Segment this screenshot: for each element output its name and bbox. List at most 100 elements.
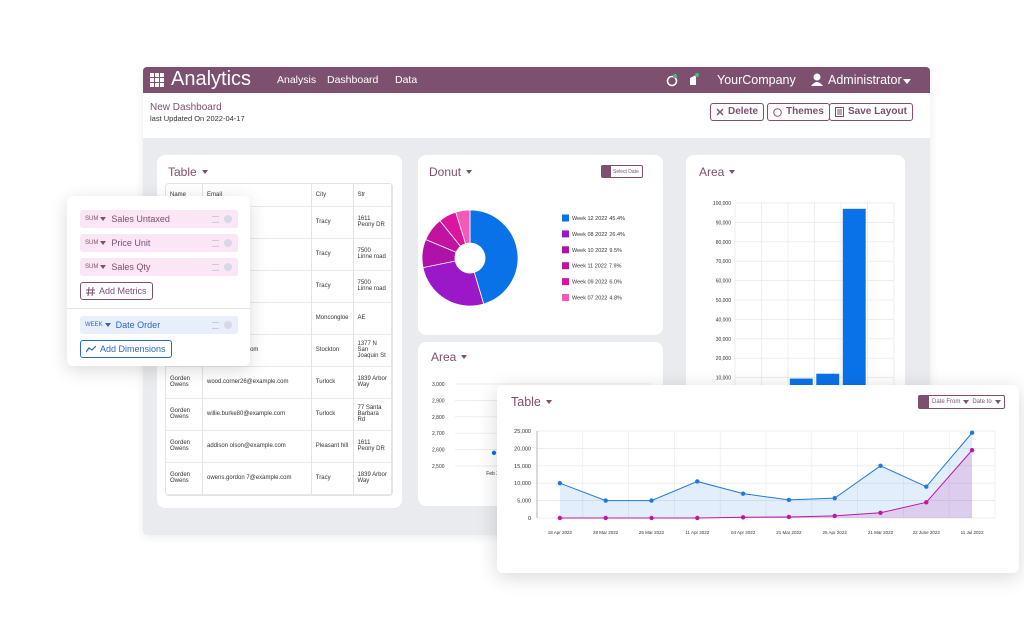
caret — [994, 400, 1001, 404]
button-label: Themes — [786, 106, 824, 117]
table-cell: Tracy — [311, 270, 354, 303]
button-label: Select Date — [613, 168, 639, 175]
x-tick-label: 25 Mar 2022 — [639, 530, 665, 535]
remove-icon[interactable] — [224, 263, 232, 271]
legend-name: Week 08 2022 — [572, 232, 607, 238]
column-header[interactable]: City — [311, 184, 354, 207]
caret — [100, 241, 107, 245]
table-cell: Tracy — [311, 206, 354, 239]
point — [740, 515, 746, 520]
brand[interactable]: Analytics — [171, 68, 252, 90]
button-label: Delete — [728, 106, 759, 117]
legend-swatch — [562, 294, 569, 301]
add-metrics-button[interactable]: Add Metrics — [80, 282, 153, 300]
aggregate[interactable]: SUM — [85, 264, 107, 270]
row-icons — [212, 215, 232, 223]
hash-icon — [86, 286, 95, 296]
x-tick-label: Feb 20 — [486, 471, 502, 477]
legend-swatch — [562, 278, 569, 286]
point — [878, 463, 883, 468]
button-label: Save Layout — [848, 106, 907, 117]
row-icons — [212, 239, 232, 247]
card-title[interactable]: Area — [699, 165, 736, 179]
donut-slice — [455, 209, 471, 245]
y-tick-label: 40,000 — [716, 317, 732, 323]
legend-name: Week 10 2022 — [572, 248, 607, 254]
calendar-icon — [602, 166, 611, 177]
date-from[interactable]: Date From — [932, 399, 961, 405]
point — [969, 430, 975, 435]
aggregate-label: WEEK — [85, 322, 103, 328]
point — [603, 515, 608, 521]
table-cell: Turlock — [311, 398, 354, 431]
y-tick-label: 90,000 — [716, 220, 732, 226]
aggregate[interactable]: SUM — [85, 216, 107, 222]
remove-icon[interactable] — [224, 215, 232, 223]
palette-icon — [773, 107, 782, 117]
card-title[interactable]: Donut — [429, 165, 473, 179]
nav-link[interactable]: Analysis — [277, 74, 317, 86]
line-card: Table Date From Date to — [497, 385, 1019, 573]
metric-row: SUM Sales Untaxed — [80, 210, 238, 228]
point — [832, 495, 837, 501]
point — [557, 515, 563, 521]
legend-entry: Week 10 2022 9.5% — [572, 248, 622, 254]
aggregate[interactable]: WEEK — [85, 322, 111, 328]
dimension-row: WEEK Date Order — [80, 316, 238, 334]
table-cell: 1377 N San Joaquin St — [353, 334, 392, 367]
table-cell: Pleasant hill — [311, 430, 354, 463]
y-tick-label: 2,500 — [432, 464, 445, 470]
legend-entry: Week 08 2022 26.4% — [572, 232, 625, 238]
caret — [729, 170, 736, 174]
user[interactable]: Administrator — [828, 73, 902, 87]
x-tick-label: 21 Mar 2022 — [776, 530, 802, 535]
aggregate[interactable]: SUM — [85, 240, 107, 246]
nav-link[interactable]: Dashboard — [327, 74, 379, 86]
aggregate-label: SUM — [85, 216, 99, 222]
date-controls: Date From Date to — [918, 395, 1005, 409]
legend-value: 4.8% — [609, 296, 622, 302]
legend-name: Week 12 2022 — [572, 216, 607, 222]
table-cell: Tracy — [311, 238, 354, 271]
date-to[interactable]: Date to — [972, 399, 992, 405]
table-cell: AE — [353, 302, 392, 335]
title-text: Donut — [429, 165, 462, 179]
add-dimensions-button[interactable]: Add Dimensions — [80, 340, 172, 358]
card-title[interactable]: Table — [511, 395, 552, 409]
aggregate-label: SUM — [85, 264, 99, 270]
sort-icon — [212, 321, 219, 329]
company[interactable]: YourCompany — [717, 73, 796, 87]
user-caret — [903, 79, 911, 84]
table-cell: Gorden Owens — [166, 430, 203, 463]
table-row: Gorden Owens willie.burke80@example.com Tu… — [166, 398, 392, 431]
card-title[interactable]: Table — [168, 165, 208, 179]
card-title[interactable]: Area — [431, 350, 468, 364]
table-row: Gorden Owens owens.gordon 7@example.com Tr… — [166, 462, 392, 495]
row-icons — [212, 263, 232, 271]
point — [695, 479, 700, 484]
legend-entry: Week 09 2022 6.0% — [572, 280, 622, 286]
remove-icon[interactable] — [224, 239, 232, 247]
nav-icons — [666, 73, 699, 87]
dashboard-title: New Dashboard — [150, 102, 222, 113]
select-date-button[interactable]: Select Date — [601, 165, 643, 178]
legend-swatch — [562, 214, 569, 222]
save-layout-button[interactable]: Save Layout — [829, 103, 913, 121]
delete-button[interactable]: Delete — [710, 103, 765, 121]
nav-link[interactable]: Data — [395, 74, 418, 86]
legend-value: 45.4% — [609, 216, 625, 222]
point — [491, 450, 497, 456]
x-icon — [716, 108, 724, 116]
column-header[interactable]: Str — [353, 184, 392, 207]
table-cell: Gorden Owens — [166, 398, 203, 431]
dashboard-window: Analytics Analysis Dashboard Data YourCo… — [143, 67, 930, 535]
y-tick-label: 80,000 — [716, 240, 732, 246]
y-tick-label: 5,000 — [517, 499, 531, 505]
header: New Dashboard last Updated On 2022-04-17… — [143, 93, 930, 138]
y-tick-label: 25,000 — [514, 429, 531, 435]
metric-row: SUM Price Unit — [80, 234, 238, 252]
remove-icon[interactable] — [224, 321, 232, 329]
legend-name: Week 07 2022 — [572, 296, 607, 302]
